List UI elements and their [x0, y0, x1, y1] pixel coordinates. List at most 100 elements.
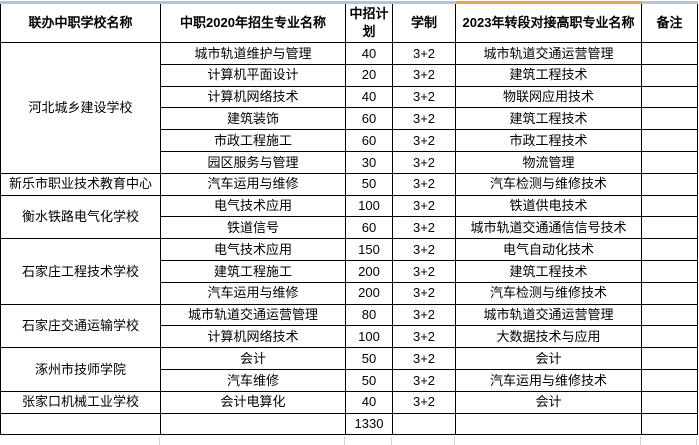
college-major-cell: 城市轨道交通通信信号技术	[455, 216, 642, 240]
plan-cell: 60	[345, 129, 393, 152]
plan-cell: 50	[345, 368, 393, 392]
duration-cell: 3+2	[392, 194, 456, 218]
major-cell: 会计	[160, 347, 346, 370]
major-cell	[160, 412, 346, 436]
major-cell: 汽车维修	[160, 368, 346, 392]
duration-cell: 3+2	[392, 150, 456, 174]
major-cell: 计算机网络技术	[160, 85, 346, 109]
major-cell: 园区服务与管理	[160, 150, 346, 174]
duration-cell: 3+2	[392, 325, 456, 349]
col-header-secondary-major: 中职2020年招生专业名称	[160, 1, 346, 43]
college-major-cell: 物联网应用技术	[455, 85, 642, 109]
col-header-enroll-plan: 中招计划	[345, 1, 393, 43]
col-header-school: 联办中职学校名称	[0, 1, 161, 43]
major-cell: 会计电算化	[160, 390, 346, 414]
college-major-cell: 建筑工程技术	[455, 63, 642, 87]
plan-cell: 30	[345, 150, 393, 174]
major-cell: 汽车运用与维修	[160, 172, 346, 196]
gridline-stub	[344, 437, 345, 445]
note-cell	[641, 412, 698, 436]
table-row: 计算机网络技术 40 3+2 物联网应用技术	[1, 85, 698, 109]
note-cell	[641, 42, 698, 65]
note-cell	[641, 107, 698, 131]
col-header-duration: 学制	[392, 1, 456, 43]
col-header-note: 备注	[641, 1, 698, 43]
plan-cell: 50	[345, 172, 393, 196]
plan-cell: 150	[345, 238, 393, 261]
table-row: 张家口机械工业学校 会计电算化 40 3+2 会计	[0, 390, 698, 414]
gridline-stub	[640, 437, 641, 445]
plan-cell: 100	[345, 194, 393, 218]
plan-cell: 20	[345, 63, 393, 87]
college-major-cell: 会计	[455, 347, 642, 370]
plan-cell: 200	[345, 281, 393, 305]
major-cell: 汽车运用与维修	[160, 281, 346, 305]
gridline-stub	[696, 437, 697, 445]
college-major-cell: 市政工程技术	[455, 129, 642, 152]
table-row: 涿州市技师学院 会计 50 3+2 会计	[0, 347, 698, 392]
major-cell: 计算机平面设计	[160, 63, 346, 87]
plan-cell: 200	[345, 259, 393, 283]
trailing-gridlines	[0, 437, 699, 445]
college-major-cell: 汽车运用与维修技术	[455, 368, 642, 392]
header-row: 联办中职学校名称 中职2020年招生专业名称 中招计划 学制 2023年转段对接…	[0, 1, 698, 43]
note-cell	[641, 390, 698, 414]
college-major-cell: 城市轨道交通运营管理	[455, 42, 642, 65]
plan-cell: 40	[345, 85, 393, 109]
table-row: 计算机平面设计 20 3+2 建筑工程技术	[1, 63, 698, 87]
duration-cell: 3+2	[392, 172, 456, 196]
duration-cell: 3+2	[392, 347, 456, 370]
college-major-cell: 物流管理	[455, 150, 642, 174]
duration-cell: 3+2	[392, 129, 456, 152]
duration-cell: 3+2	[392, 368, 456, 392]
table-row: 建筑工程施工 200 3+2 建筑工程技术	[1, 259, 698, 283]
duration-cell: 3+2	[392, 85, 456, 109]
table-row: 石家庄工程技术学校 电气技术应用 150 3+2 电气自动化技术	[0, 238, 698, 305]
note-cell	[641, 194, 698, 218]
college-major-cell: 汽车检测与维修技术	[455, 281, 642, 305]
plan-cell: 40	[345, 390, 393, 414]
school-cell	[0, 412, 161, 436]
note-cell	[641, 303, 698, 327]
note-cell	[641, 85, 698, 109]
school-cell: 石家庄交通运输学校	[0, 303, 161, 349]
gridline-stub	[159, 437, 160, 445]
school-cell: 石家庄工程技术学校	[0, 238, 161, 305]
duration-cell: 3+2	[392, 238, 456, 261]
note-cell	[641, 347, 698, 370]
major-cell: 铁道信号	[160, 216, 346, 240]
major-cell: 计算机网络技术	[160, 325, 346, 349]
note-cell	[641, 216, 698, 240]
col-header-college-major: 2023年转段对接高职专业名称	[455, 1, 642, 43]
college-major-cell: 会计	[455, 390, 642, 414]
note-cell	[641, 259, 698, 283]
note-cell	[641, 63, 698, 87]
total-plan-cell: 1330	[345, 412, 393, 436]
college-major-cell: 汽车检测与维修技术	[455, 172, 642, 196]
note-cell	[641, 129, 698, 152]
duration-cell: 3+2	[392, 390, 456, 414]
duration-cell: 3+2	[392, 63, 456, 87]
major-cell: 建筑工程施工	[160, 259, 346, 283]
major-cell: 电气技术应用	[160, 238, 346, 261]
gridline-stub	[391, 437, 392, 445]
major-cell: 建筑装饰	[160, 107, 346, 131]
plan-cell: 60	[345, 107, 393, 131]
college-major-cell: 铁道供电技术	[455, 194, 642, 218]
table-row: 市政工程施工 60 3+2 市政工程技术	[1, 129, 698, 152]
table-row: 新乐市职业技术教育中心 汽车运用与维修 50 3+2 汽车检测与维修技术	[0, 172, 698, 196]
enrollment-table: 联办中职学校名称 中职2020年招生专业名称 中招计划 学制 2023年转段对接…	[0, 1, 698, 436]
school-cell: 张家口机械工业学校	[0, 390, 161, 414]
plan-cell: 40	[345, 42, 393, 65]
duration-cell: 3+2	[392, 259, 456, 283]
table-row: 建筑装饰 60 3+2 建筑工程技术	[1, 107, 698, 131]
major-cell: 城市轨道交通运营管理	[160, 303, 346, 327]
college-major-cell: 城市轨道交通运营管理	[455, 303, 642, 327]
major-cell: 市政工程施工	[160, 129, 346, 152]
table-row: 河北城乡建设学校 城市轨道维护与管理 40 3+2 城市轨道交通运营管理	[0, 42, 698, 174]
plan-cell: 50	[345, 347, 393, 370]
note-cell	[641, 238, 698, 261]
college-major-cell: 大数据技术与应用	[455, 325, 642, 349]
duration-cell	[392, 412, 456, 436]
